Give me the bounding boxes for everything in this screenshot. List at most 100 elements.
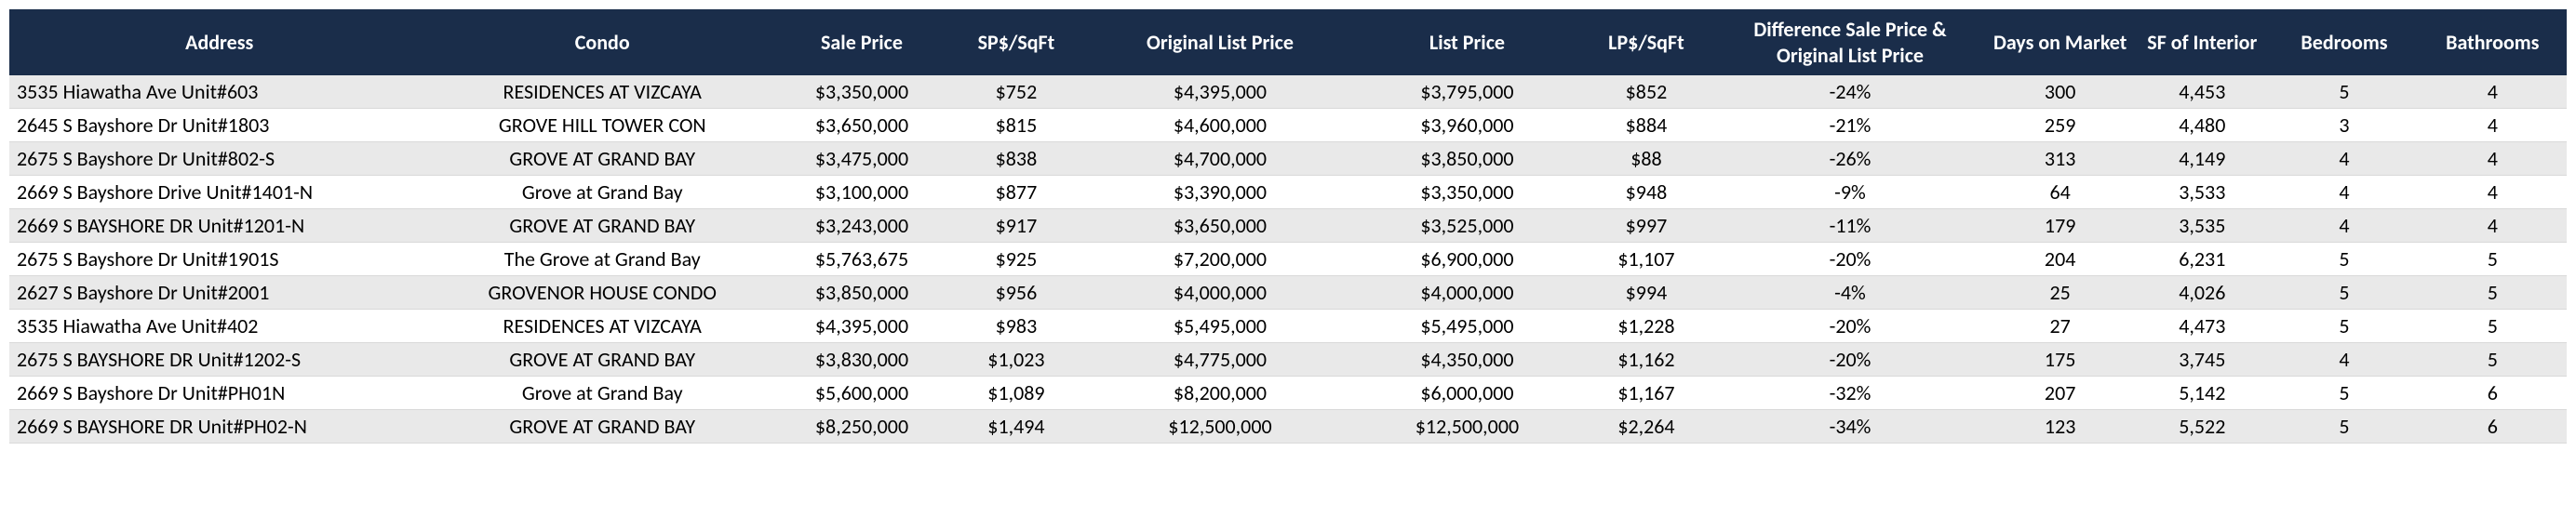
cell: $3,850,000: [775, 276, 948, 310]
cell: 259: [1986, 109, 2134, 142]
table-row: 3535 Hiawatha Ave Unit#402RESIDENCES AT …: [9, 310, 2567, 343]
cell: 4,480: [2134, 109, 2270, 142]
cell: -20%: [1714, 243, 1986, 276]
cell: $815: [948, 109, 1084, 142]
cell: 6: [2419, 410, 2567, 444]
cell: 5: [2419, 243, 2567, 276]
cell: $3,650,000: [775, 109, 948, 142]
cell: 5,522: [2134, 410, 2270, 444]
cell: $4,000,000: [1084, 276, 1356, 310]
cell: 4,149: [2134, 142, 2270, 176]
cell: 6,231: [2134, 243, 2270, 276]
cell: $12,500,000: [1356, 410, 1578, 444]
cell: RESIDENCES AT VIZCAYA: [429, 310, 775, 343]
table-row: 2669 S BAYSHORE DR Unit#PH02-NGROVE AT G…: [9, 410, 2567, 444]
table-row: 2627 S Bayshore Dr Unit#2001GROVENOR HOU…: [9, 276, 2567, 310]
cell: -32%: [1714, 377, 1986, 410]
cell: $1,228: [1578, 310, 1714, 343]
cell: GROVENOR HOUSE CONDO: [429, 276, 775, 310]
cell: $948: [1578, 176, 1714, 209]
cell: $1,107: [1578, 243, 1714, 276]
col-header-9: SF of Interior: [2134, 9, 2270, 75]
cell: 2645 S Bayshore Dr Unit#1803: [9, 109, 429, 142]
cell: 3,745: [2134, 343, 2270, 377]
cell: $8,200,000: [1084, 377, 1356, 410]
cell: 2675 S Bayshore Dr Unit#802-S: [9, 142, 429, 176]
cell: $6,900,000: [1356, 243, 1578, 276]
cell: $3,960,000: [1356, 109, 1578, 142]
cell: -21%: [1714, 109, 1986, 142]
cell: $3,830,000: [775, 343, 948, 377]
cell: $925: [948, 243, 1084, 276]
cell: -34%: [1714, 410, 1986, 444]
cell: 204: [1986, 243, 2134, 276]
cell: -26%: [1714, 142, 1986, 176]
cell: 5: [2270, 310, 2418, 343]
cell: 4: [2419, 176, 2567, 209]
cell: GROVE AT GRAND BAY: [429, 410, 775, 444]
cell: 300: [1986, 75, 2134, 109]
cell: $4,395,000: [1084, 75, 1356, 109]
cell: 2669 S Bayshore Drive Unit#1401-N: [9, 176, 429, 209]
table-body: 3535 Hiawatha Ave Unit#603RESIDENCES AT …: [9, 75, 2567, 444]
cell: 27: [1986, 310, 2134, 343]
cell: 4,473: [2134, 310, 2270, 343]
cell: 3,533: [2134, 176, 2270, 209]
cell: 6: [2419, 377, 2567, 410]
table-row: 2669 S Bayshore Dr Unit#PH01NGrove at Gr…: [9, 377, 2567, 410]
cell: 2669 S Bayshore Dr Unit#PH01N: [9, 377, 429, 410]
cell: $917: [948, 209, 1084, 243]
cell: 4: [2270, 209, 2418, 243]
cell: -20%: [1714, 310, 1986, 343]
cell: 4: [2419, 209, 2567, 243]
cell: $3,390,000: [1084, 176, 1356, 209]
cell: 2669 S BAYSHORE DR Unit#1201-N: [9, 209, 429, 243]
cell: 5: [2419, 276, 2567, 310]
cell: 2669 S BAYSHORE DR Unit#PH02-N: [9, 410, 429, 444]
col-header-3: SP$/SqFt: [948, 9, 1084, 75]
cell: 4: [2419, 75, 2567, 109]
cell: Grove at Grand Bay: [429, 176, 775, 209]
col-header-6: LP$/SqFt: [1578, 9, 1714, 75]
cell: 3: [2270, 109, 2418, 142]
cell: -4%: [1714, 276, 1986, 310]
cell: $6,000,000: [1356, 377, 1578, 410]
col-header-5: List Price: [1356, 9, 1578, 75]
cell: $1,167: [1578, 377, 1714, 410]
cell: 5,142: [2134, 377, 2270, 410]
col-header-10: Bedrooms: [2270, 9, 2418, 75]
cell: 3,535: [2134, 209, 2270, 243]
cell: 5: [2419, 343, 2567, 377]
cell: $4,600,000: [1084, 109, 1356, 142]
cell: 5: [2419, 310, 2567, 343]
cell: $12,500,000: [1084, 410, 1356, 444]
cell: $3,100,000: [775, 176, 948, 209]
table-row: 2675 S Bayshore Dr Unit#802-SGROVE AT GR…: [9, 142, 2567, 176]
cell: -24%: [1714, 75, 1986, 109]
table-row: 2669 S Bayshore Drive Unit#1401-NGrove a…: [9, 176, 2567, 209]
cell: $3,350,000: [775, 75, 948, 109]
cell: GROVE AT GRAND BAY: [429, 142, 775, 176]
cell: 3535 Hiawatha Ave Unit#402: [9, 310, 429, 343]
cell: GROVE HILL TOWER CON: [429, 109, 775, 142]
cell: 207: [1986, 377, 2134, 410]
cell: $1,162: [1578, 343, 1714, 377]
cell: 4,026: [2134, 276, 2270, 310]
cell: RESIDENCES AT VIZCAYA: [429, 75, 775, 109]
cell: 5: [2270, 410, 2418, 444]
table-row: 2669 S BAYSHORE DR Unit#1201-NGROVE AT G…: [9, 209, 2567, 243]
table-row: 2645 S Bayshore Dr Unit#1803GROVE HILL T…: [9, 109, 2567, 142]
cell: 64: [1986, 176, 2134, 209]
cell: $8,250,000: [775, 410, 948, 444]
cell: -11%: [1714, 209, 1986, 243]
cell: GROVE AT GRAND BAY: [429, 343, 775, 377]
cell: 123: [1986, 410, 2134, 444]
cell: $5,495,000: [1356, 310, 1578, 343]
cell: 175: [1986, 343, 2134, 377]
cell: $3,525,000: [1356, 209, 1578, 243]
cell: $4,700,000: [1084, 142, 1356, 176]
cell: $884: [1578, 109, 1714, 142]
cell: $852: [1578, 75, 1714, 109]
cell: $4,350,000: [1356, 343, 1578, 377]
cell: $4,000,000: [1356, 276, 1578, 310]
